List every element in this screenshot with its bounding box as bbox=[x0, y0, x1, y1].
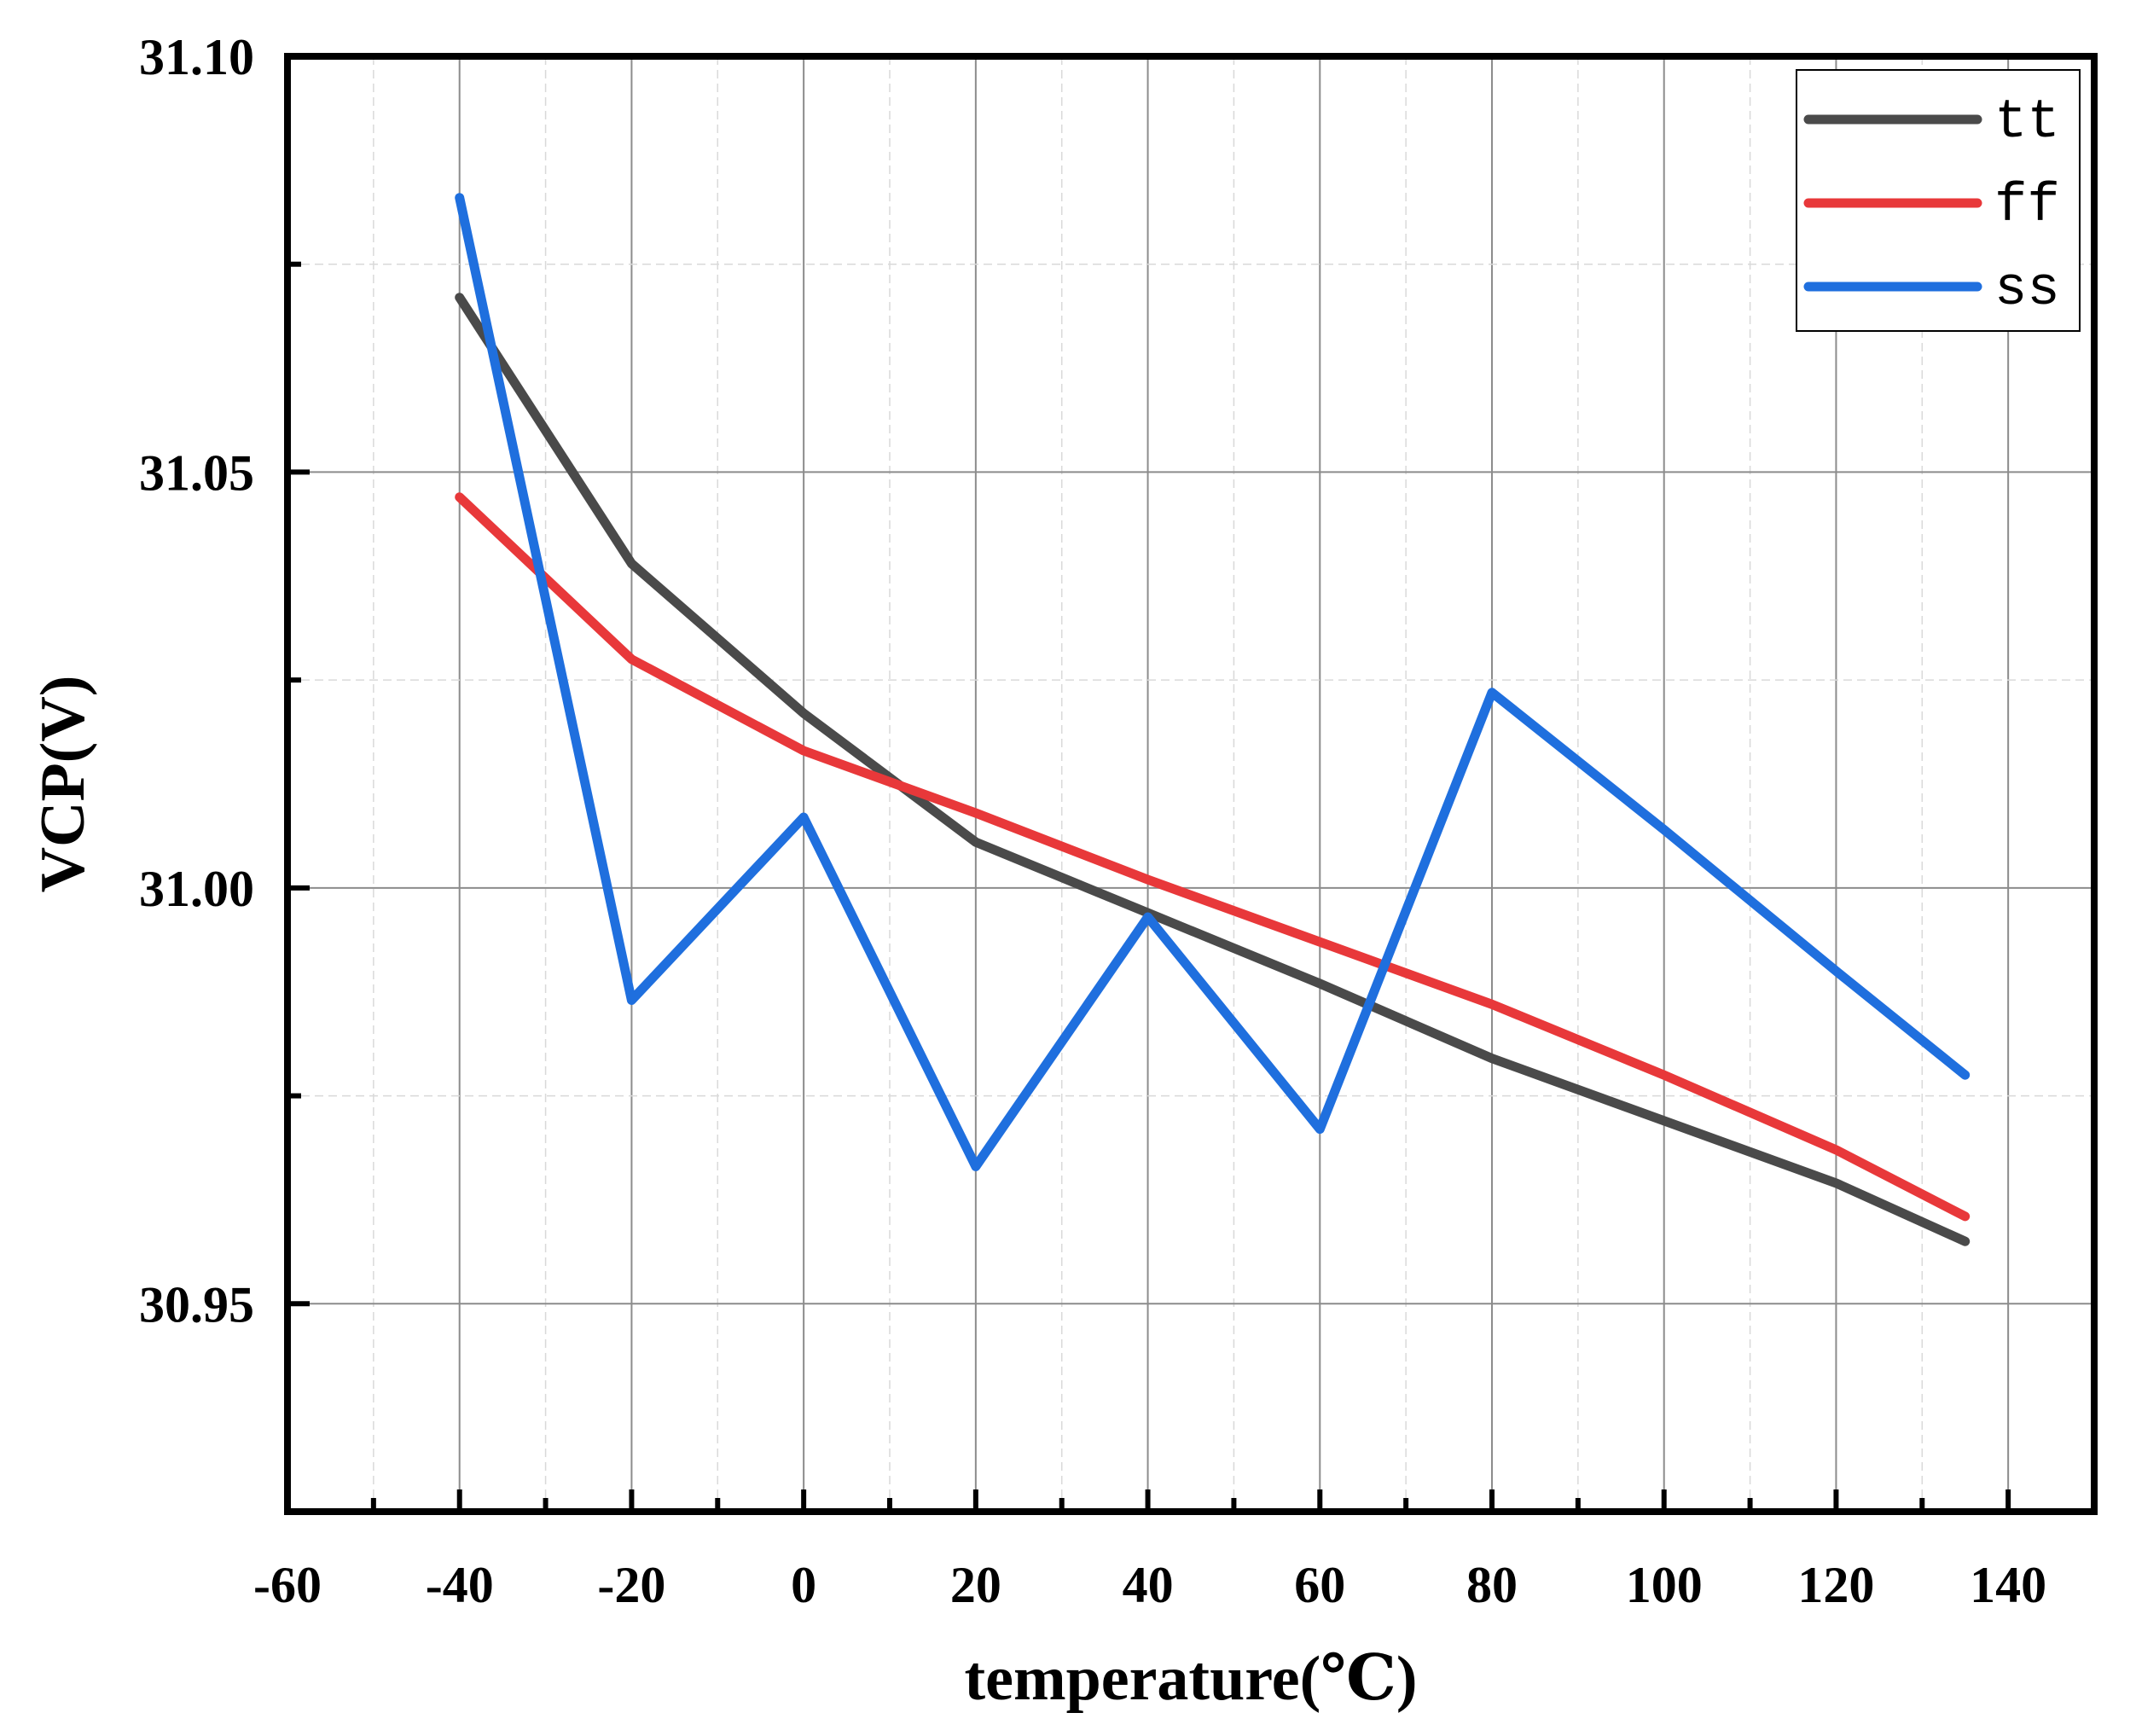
plot-frame bbox=[284, 53, 2098, 1515]
x-tick-label: 20 bbox=[950, 1557, 1001, 1613]
x-tick-label: 60 bbox=[1294, 1557, 1345, 1613]
series-line-ss bbox=[455, 193, 1971, 1171]
x-tick-label: -40 bbox=[426, 1557, 494, 1613]
x-tick-label: 120 bbox=[1797, 1557, 1874, 1613]
series-line-tt bbox=[455, 293, 1971, 1246]
x-tick-label: 0 bbox=[791, 1557, 816, 1613]
y-tick-label: 31.05 bbox=[139, 444, 254, 501]
legend-label-tt: tt bbox=[1994, 92, 2060, 154]
legend-label-ss: ss bbox=[1994, 259, 2060, 321]
x-tick-labels: -60 -40 -20 0 20 40 60 80 100 120 140 bbox=[253, 1557, 2046, 1613]
y-tick-label: 31.10 bbox=[139, 29, 254, 85]
x-axis-title: temperature(℃) bbox=[964, 1644, 1417, 1714]
x-tick-label: 40 bbox=[1123, 1557, 1174, 1613]
y-tick-labels: 30.95 31.00 31.05 31.10 bbox=[139, 29, 254, 1332]
legend: tt ff ss bbox=[1796, 69, 2081, 332]
x-tick-label: -60 bbox=[253, 1557, 322, 1613]
legend-label-ff: ff bbox=[1994, 176, 2060, 237]
y-tick-label: 30.95 bbox=[139, 1276, 254, 1332]
y-tick-label: 31.00 bbox=[139, 861, 254, 917]
y-axis-title: VCP(V) bbox=[28, 676, 98, 893]
x-tick-label: 100 bbox=[1626, 1557, 1703, 1613]
axis-ticks bbox=[287, 261, 2011, 1512]
data-series bbox=[455, 193, 1971, 1246]
x-tick-label: 140 bbox=[1970, 1557, 2046, 1613]
x-tick-label: -20 bbox=[597, 1557, 665, 1613]
series-line-ff bbox=[455, 492, 1971, 1222]
grid-lines bbox=[287, 56, 2094, 1512]
x-tick-label: 80 bbox=[1466, 1557, 1518, 1613]
